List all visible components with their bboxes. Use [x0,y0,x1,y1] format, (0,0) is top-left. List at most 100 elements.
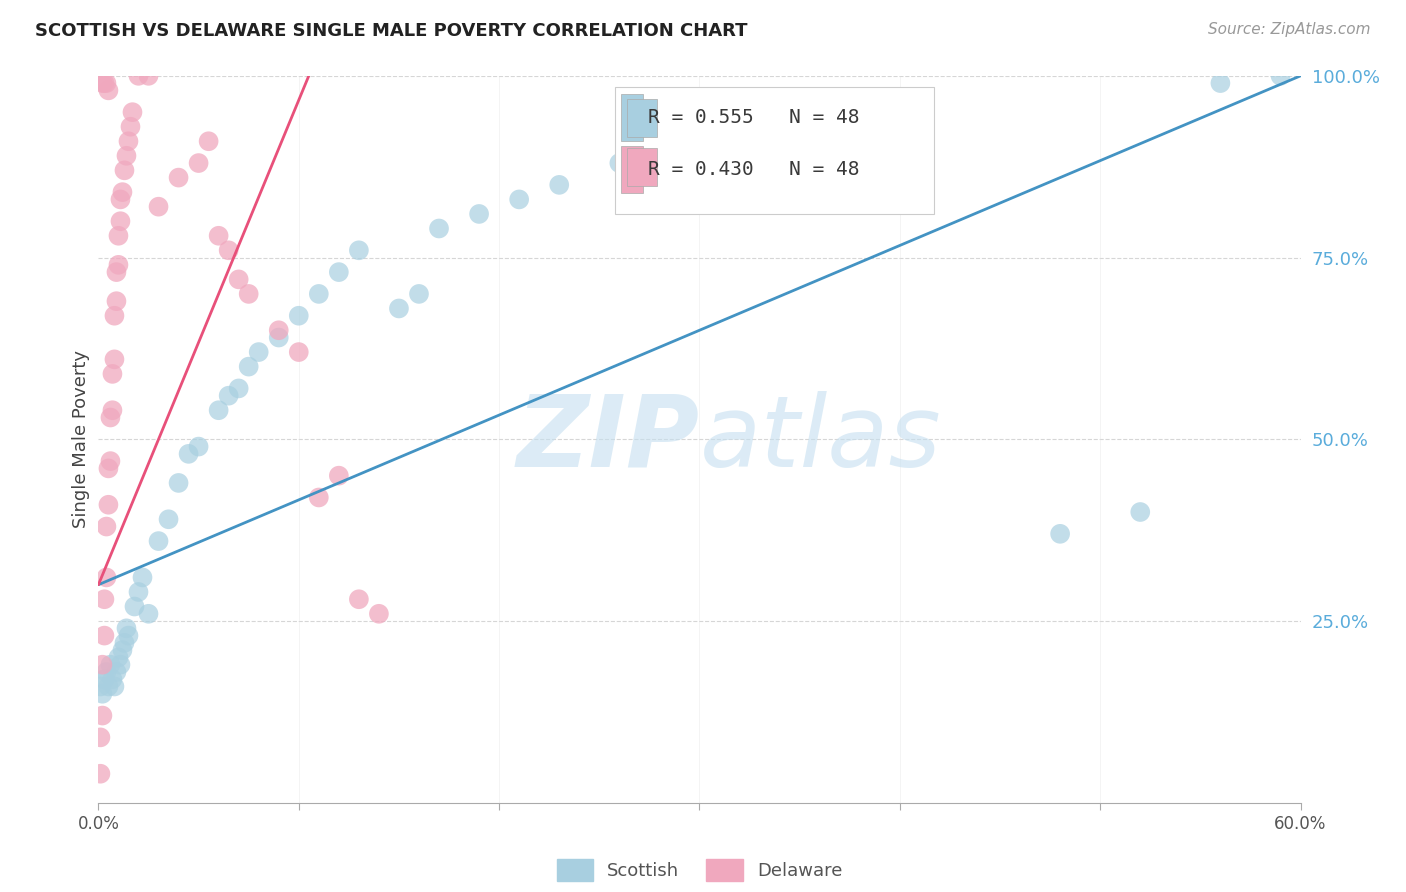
Point [121,105,143,120]
Point [97,461,120,475]
Point [131,570,153,584]
Point [148,200,170,214]
Point [288,309,311,323]
Point [96,76,118,90]
Point [93,629,115,643]
Point [105,665,128,679]
Point [100,454,122,468]
Point [120,120,142,134]
Point [308,491,330,505]
Point [128,585,150,599]
Point [103,352,125,367]
Point [1209,76,1232,90]
Legend: Scottish, Delaware: Scottish, Delaware [550,852,849,888]
Point [105,294,128,309]
Point [167,475,190,490]
Point [208,403,231,417]
Point [100,410,122,425]
Point [368,607,391,621]
Point [157,512,180,526]
Point [187,156,209,170]
Point [103,680,125,694]
Point [388,301,411,316]
Point [97,83,120,97]
Point [308,287,330,301]
FancyBboxPatch shape [621,94,643,141]
Point [347,244,370,258]
Point [124,599,146,614]
Point [187,440,209,454]
Point [107,258,129,272]
Point [1270,69,1292,83]
Point [89,680,111,694]
Point [103,309,125,323]
Point [408,287,430,301]
Point [107,228,129,243]
Point [508,193,530,207]
Point [117,629,139,643]
Point [548,178,571,192]
Point [89,766,111,780]
Point [197,134,219,148]
Point [115,621,138,635]
Y-axis label: Single Male Poverty: Single Male Poverty [72,351,90,528]
Point [96,519,118,533]
Point [138,69,160,83]
FancyBboxPatch shape [627,148,658,186]
Point [128,69,150,83]
Point [177,447,200,461]
Point [328,265,350,279]
Point [347,592,370,607]
Point [468,207,491,221]
Point [91,76,114,90]
Text: Source: ZipAtlas.com: Source: ZipAtlas.com [1208,22,1371,37]
Point [427,221,450,235]
Point [668,142,690,156]
Point [789,105,811,120]
Point [167,170,190,185]
FancyBboxPatch shape [616,87,934,214]
Text: SCOTTISH VS DELAWARE SINGLE MALE POVERTY CORRELATION CHART: SCOTTISH VS DELAWARE SINGLE MALE POVERTY… [35,22,748,40]
Point [267,323,290,337]
Point [148,534,170,549]
Point [238,359,260,374]
Point [111,185,134,199]
Point [96,665,118,679]
Point [247,345,270,359]
FancyBboxPatch shape [621,146,643,194]
Point [100,657,122,672]
Point [238,287,260,301]
Point [110,657,132,672]
Point [267,330,290,344]
FancyBboxPatch shape [627,99,658,136]
Point [117,134,139,148]
Point [107,650,129,665]
Point [91,657,114,672]
Point [93,592,115,607]
Point [93,672,115,686]
Text: R = 0.555   N = 48: R = 0.555 N = 48 [648,108,859,128]
Point [114,636,136,650]
Point [111,643,134,657]
Point [1129,505,1152,519]
Point [114,163,136,178]
Point [228,381,250,395]
Point [288,345,311,359]
Text: R = 0.430   N = 48: R = 0.430 N = 48 [648,160,859,179]
Point [89,731,111,745]
Point [218,389,240,403]
Point [96,570,118,584]
Point [110,214,132,228]
Point [609,156,631,170]
Text: ZIP: ZIP [516,391,700,488]
Point [728,127,751,141]
Point [91,708,114,723]
Point [328,468,350,483]
Point [91,687,114,701]
Point [101,403,124,417]
Point [110,193,132,207]
Point [218,244,240,258]
Point [93,76,115,90]
Point [101,367,124,381]
Point [228,272,250,286]
